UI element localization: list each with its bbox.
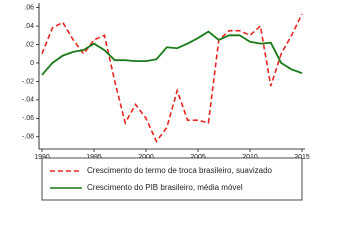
legend-label: Crescimento do PIB brasileiro, média móv…: [87, 183, 243, 192]
series-line: [41, 30, 303, 76]
y-tick-label: .04: [24, 23, 34, 30]
legend-box: [41, 157, 303, 201]
x-tick-label: 2010: [242, 154, 258, 161]
y-tick-label: -.04: [22, 97, 34, 104]
series-line: [41, 13, 303, 143]
y-tick-label: .06: [24, 4, 34, 11]
legend-label: Crescimento do termo de troca brasileiro…: [87, 166, 273, 175]
y-tick-label: .02: [24, 41, 34, 48]
x-tick-label: 2005: [190, 154, 206, 161]
y-tick-label: -.08: [22, 134, 34, 141]
y-tick-label: -.02: [22, 78, 34, 85]
y-tick-label: 0: [30, 60, 34, 67]
x-tick-label: 2015: [294, 154, 310, 161]
y-tick-label: -.06: [22, 115, 34, 122]
chart: .06 .04 .02 0 -.02 -.04 -.06 -.08 1990 1995 2000 20…: [22, 3, 310, 201]
x-tick-label: 2000: [138, 154, 154, 161]
x-tick-label: 1990: [34, 154, 50, 161]
x-tick-label: 1995: [86, 154, 102, 161]
